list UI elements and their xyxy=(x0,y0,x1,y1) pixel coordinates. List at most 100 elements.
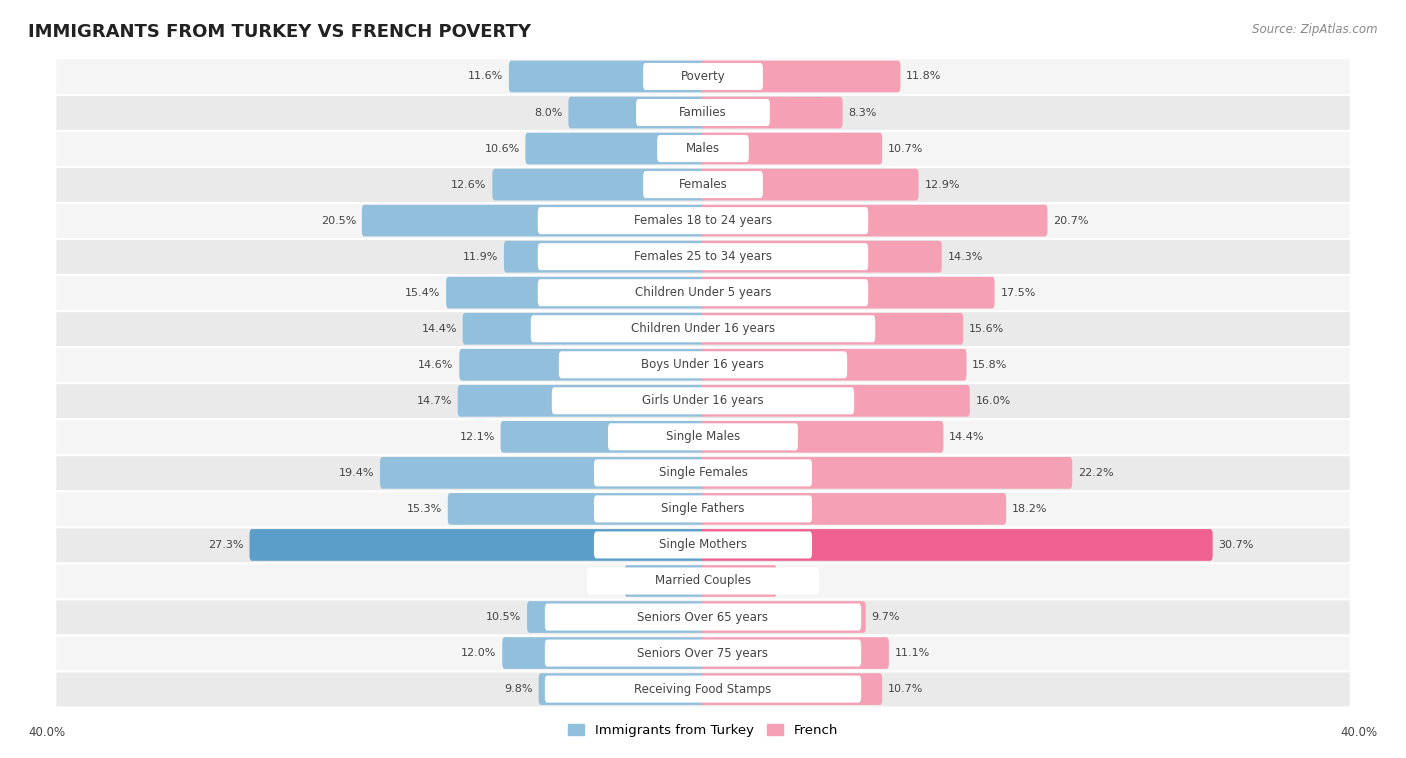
Text: Poverty: Poverty xyxy=(681,70,725,83)
Text: 40.0%: 40.0% xyxy=(1341,726,1378,739)
Text: Source: ZipAtlas.com: Source: ZipAtlas.com xyxy=(1253,23,1378,36)
FancyBboxPatch shape xyxy=(700,601,866,633)
Text: 14.7%: 14.7% xyxy=(416,396,451,406)
FancyBboxPatch shape xyxy=(643,171,763,198)
Text: 10.6%: 10.6% xyxy=(485,143,520,154)
FancyBboxPatch shape xyxy=(463,313,706,345)
Text: Single Fathers: Single Fathers xyxy=(661,503,745,515)
FancyBboxPatch shape xyxy=(537,279,868,306)
FancyBboxPatch shape xyxy=(55,599,1351,635)
Text: 11.9%: 11.9% xyxy=(463,252,498,262)
FancyBboxPatch shape xyxy=(527,601,706,633)
FancyBboxPatch shape xyxy=(537,243,868,270)
Text: Receiving Food Stamps: Receiving Food Stamps xyxy=(634,683,772,696)
FancyBboxPatch shape xyxy=(700,313,963,345)
Text: 20.7%: 20.7% xyxy=(1053,215,1088,226)
FancyBboxPatch shape xyxy=(700,97,842,128)
Text: 19.4%: 19.4% xyxy=(339,468,374,478)
FancyBboxPatch shape xyxy=(700,565,776,597)
FancyBboxPatch shape xyxy=(55,238,1351,275)
FancyBboxPatch shape xyxy=(446,277,706,309)
FancyBboxPatch shape xyxy=(55,166,1351,203)
Text: 14.4%: 14.4% xyxy=(949,432,984,442)
Text: 12.1%: 12.1% xyxy=(460,432,495,442)
Text: 9.8%: 9.8% xyxy=(505,684,533,694)
FancyBboxPatch shape xyxy=(700,133,882,164)
FancyBboxPatch shape xyxy=(55,634,1351,672)
Text: Children Under 5 years: Children Under 5 years xyxy=(634,287,772,299)
FancyBboxPatch shape xyxy=(55,418,1351,456)
FancyBboxPatch shape xyxy=(55,527,1351,563)
FancyBboxPatch shape xyxy=(55,202,1351,239)
FancyBboxPatch shape xyxy=(55,671,1351,707)
FancyBboxPatch shape xyxy=(501,421,706,453)
FancyBboxPatch shape xyxy=(460,349,706,381)
Text: 14.3%: 14.3% xyxy=(948,252,983,262)
FancyBboxPatch shape xyxy=(55,346,1351,383)
FancyBboxPatch shape xyxy=(624,565,706,597)
FancyBboxPatch shape xyxy=(55,490,1351,528)
Text: Children Under 16 years: Children Under 16 years xyxy=(631,322,775,335)
Text: Females 25 to 34 years: Females 25 to 34 years xyxy=(634,250,772,263)
Text: 12.0%: 12.0% xyxy=(461,648,496,658)
FancyBboxPatch shape xyxy=(700,349,966,381)
FancyBboxPatch shape xyxy=(531,315,875,343)
FancyBboxPatch shape xyxy=(538,673,706,705)
Text: 20.5%: 20.5% xyxy=(321,215,356,226)
FancyBboxPatch shape xyxy=(593,459,813,487)
Text: Families: Families xyxy=(679,106,727,119)
FancyBboxPatch shape xyxy=(551,387,855,415)
FancyBboxPatch shape xyxy=(55,383,1351,419)
FancyBboxPatch shape xyxy=(380,457,706,489)
Text: Females 18 to 24 years: Females 18 to 24 years xyxy=(634,214,772,227)
Text: 40.0%: 40.0% xyxy=(28,726,65,739)
Text: Single Females: Single Females xyxy=(658,466,748,479)
Text: 15.6%: 15.6% xyxy=(969,324,1004,334)
FancyBboxPatch shape xyxy=(593,496,813,522)
Text: 15.3%: 15.3% xyxy=(406,504,441,514)
FancyBboxPatch shape xyxy=(55,58,1351,95)
FancyBboxPatch shape xyxy=(700,493,1007,525)
FancyBboxPatch shape xyxy=(55,274,1351,311)
FancyBboxPatch shape xyxy=(544,640,862,666)
FancyBboxPatch shape xyxy=(558,351,848,378)
Text: 15.4%: 15.4% xyxy=(405,288,440,298)
Text: 10.5%: 10.5% xyxy=(486,612,522,622)
FancyBboxPatch shape xyxy=(636,99,770,126)
Text: 18.2%: 18.2% xyxy=(1012,504,1047,514)
Text: Males: Males xyxy=(686,142,720,155)
FancyBboxPatch shape xyxy=(249,529,706,561)
FancyBboxPatch shape xyxy=(509,61,706,92)
FancyBboxPatch shape xyxy=(586,568,820,594)
Text: Girls Under 16 years: Girls Under 16 years xyxy=(643,394,763,407)
FancyBboxPatch shape xyxy=(700,241,942,273)
Text: 15.8%: 15.8% xyxy=(973,360,1008,370)
Text: 12.9%: 12.9% xyxy=(924,180,960,190)
Text: Single Mothers: Single Mothers xyxy=(659,538,747,552)
Text: 30.7%: 30.7% xyxy=(1219,540,1254,550)
FancyBboxPatch shape xyxy=(657,135,749,162)
FancyBboxPatch shape xyxy=(643,63,763,90)
Text: 22.2%: 22.2% xyxy=(1078,468,1114,478)
Text: 8.0%: 8.0% xyxy=(534,108,562,117)
FancyBboxPatch shape xyxy=(526,133,706,164)
Text: 10.7%: 10.7% xyxy=(889,143,924,154)
FancyBboxPatch shape xyxy=(503,241,706,273)
FancyBboxPatch shape xyxy=(492,169,706,200)
FancyBboxPatch shape xyxy=(568,97,706,128)
FancyBboxPatch shape xyxy=(447,493,706,525)
Text: 11.6%: 11.6% xyxy=(468,71,503,81)
Text: 27.3%: 27.3% xyxy=(208,540,243,550)
Text: Married Couples: Married Couples xyxy=(655,575,751,587)
Text: 8.3%: 8.3% xyxy=(848,108,877,117)
FancyBboxPatch shape xyxy=(700,529,1212,561)
FancyBboxPatch shape xyxy=(700,673,882,705)
Text: 10.7%: 10.7% xyxy=(889,684,924,694)
FancyBboxPatch shape xyxy=(544,675,862,703)
Text: 12.6%: 12.6% xyxy=(451,180,486,190)
Legend: Immigrants from Turkey, French: Immigrants from Turkey, French xyxy=(562,719,844,742)
Text: Boys Under 16 years: Boys Under 16 years xyxy=(641,359,765,371)
FancyBboxPatch shape xyxy=(502,637,706,669)
FancyBboxPatch shape xyxy=(700,421,943,453)
FancyBboxPatch shape xyxy=(607,423,799,450)
